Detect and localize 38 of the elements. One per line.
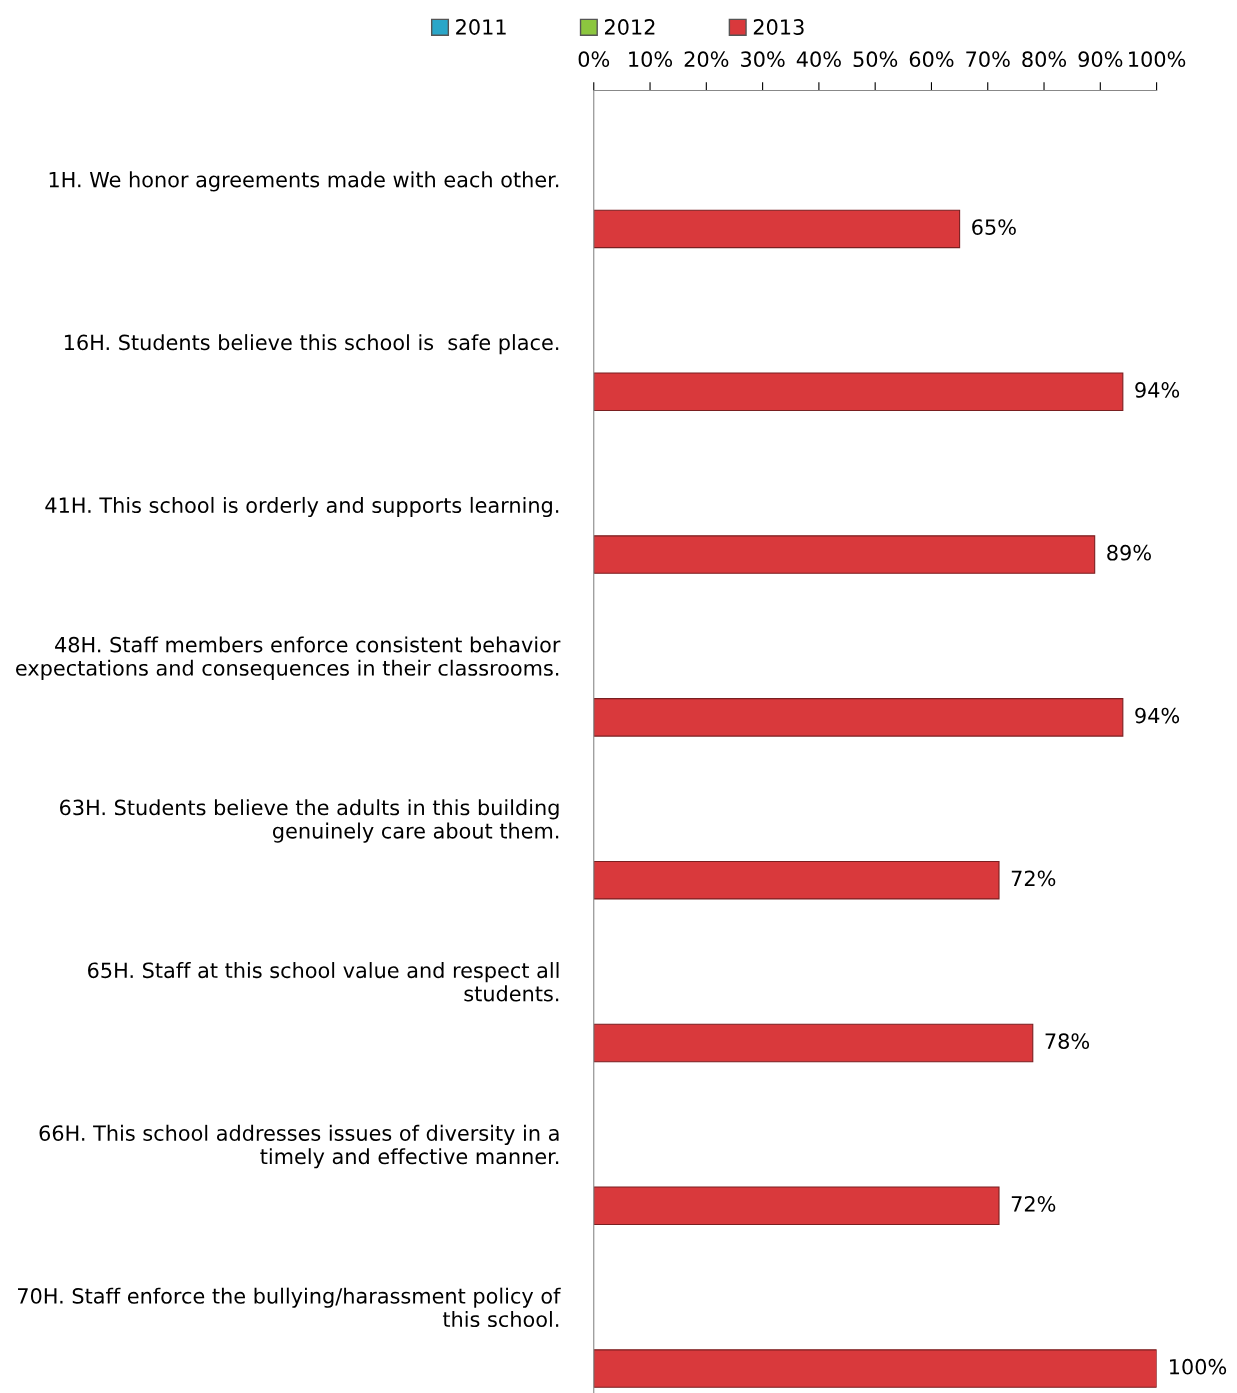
- x-tick-label: 0%: [578, 51, 610, 68]
- legend-label: 2011: [456, 19, 506, 35]
- bar: [593, 209, 961, 249]
- legend-label: 2012: [604, 19, 655, 35]
- data-label: 78%: [1045, 1033, 1090, 1050]
- bar: [593, 1349, 1157, 1388]
- x-tick-label: 60%: [909, 51, 954, 68]
- y-tick-label: 1H. We honor agreements made with each other.: [49, 171, 559, 192]
- data-label: 65%: [972, 219, 1016, 235]
- y-tick-label: 48H. Staff members enforce consistent behavior expectations and consequences in their classrooms.: [16, 636, 561, 680]
- y-tick-label: 65H. Staff at this school value and respect all students.: [88, 962, 559, 1002]
- data-label: 89%: [1107, 544, 1151, 561]
- data-label: 72%: [1011, 1196, 1056, 1212]
- bar: [593, 535, 1096, 574]
- x-tick-label: 30%: [741, 51, 785, 68]
- bar: [593, 698, 1124, 737]
- x-tick-label: 70%: [966, 51, 1010, 68]
- bar: [593, 1186, 1000, 1226]
- bar: [593, 372, 1124, 412]
- y-tick-label: 66H. This school addresses issues of diversity in a timely and effective manner.: [39, 1124, 559, 1169]
- x-tick-label: 10%: [629, 51, 673, 68]
- y-tick-label: 41H. This school is orderly and supports learning.: [45, 496, 559, 518]
- data-label: 72%: [1011, 870, 1056, 887]
- y-tick-label: 63H. Students believe the adults in this building genuinely care about them.: [60, 799, 559, 843]
- x-tick-label: 90%: [1078, 51, 1123, 68]
- data-label: 94%: [1135, 382, 1180, 398]
- bar: [593, 1023, 1034, 1063]
- x-tick-label: 50%: [853, 51, 898, 68]
- data-label: 94%: [1135, 707, 1180, 724]
- bar: [593, 860, 1000, 900]
- y-tick-label: 70H. Staff enforce the bullying/harassment policy of this school.: [18, 1287, 561, 1328]
- legend-label: 2013: [753, 19, 804, 35]
- x-tick-label: 80%: [1022, 51, 1067, 68]
- data-label: 100%: [1169, 1358, 1227, 1375]
- y-tick-label: 16H. Students believe this school is safe place.: [64, 334, 559, 355]
- x-tick-label: 100%: [1129, 51, 1186, 68]
- x-tick-label: 40%: [796, 51, 841, 68]
- x-tick-label: 20%: [684, 51, 729, 68]
